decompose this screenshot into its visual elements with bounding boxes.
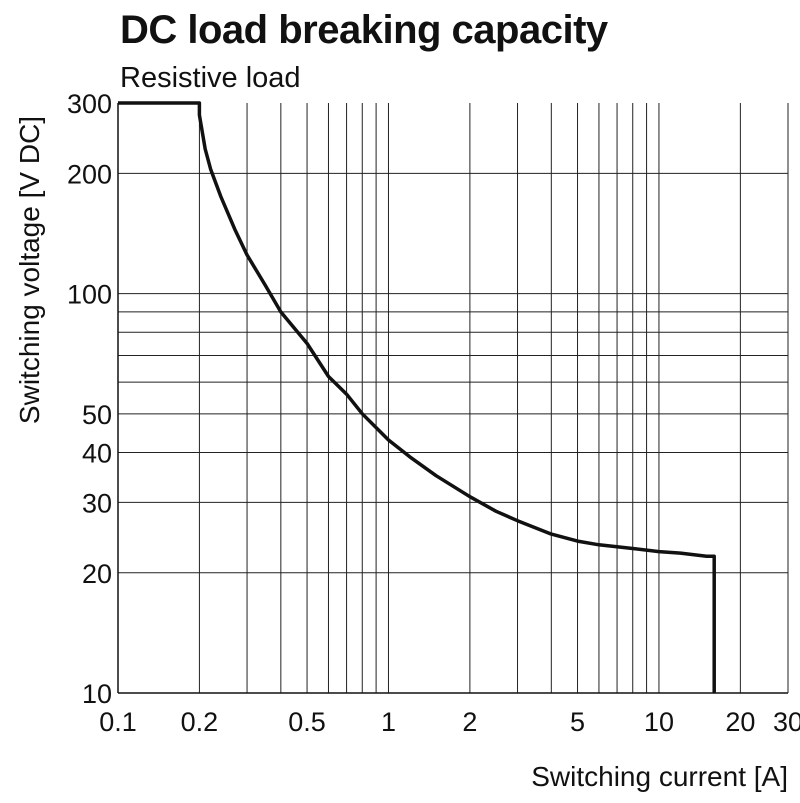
y-tick-label: 20 bbox=[82, 559, 112, 589]
chart-subtitle: Resistive load bbox=[120, 62, 301, 94]
x-tick-label: 2 bbox=[462, 707, 477, 737]
grid bbox=[118, 103, 789, 693]
x-axis-label: Switching current [A] bbox=[531, 761, 788, 792]
y-tick-label: 50 bbox=[82, 400, 112, 430]
x-tick-label: 0.1 bbox=[99, 707, 137, 737]
x-tick-label: 10 bbox=[644, 707, 674, 737]
series-line bbox=[118, 101, 716, 693]
x-tick-label: 0.2 bbox=[181, 707, 219, 737]
y-tick-labels: 10 20 30 40 50 100 200 300 bbox=[67, 89, 112, 709]
y-tick-label: 40 bbox=[82, 439, 112, 469]
y-tick-label: 30 bbox=[82, 488, 112, 518]
series-curve-group bbox=[118, 101, 716, 693]
x-tick-label: 20 bbox=[725, 707, 755, 737]
x-tick-label: 30 bbox=[773, 707, 800, 737]
y-tick-label: 10 bbox=[82, 679, 112, 709]
y-tick-label: 200 bbox=[67, 159, 112, 189]
x-tick-label: 5 bbox=[570, 707, 585, 737]
x-tick-label: 1 bbox=[381, 707, 396, 737]
chart-title: DC load breaking capacity bbox=[120, 8, 608, 52]
y-tick-label: 300 bbox=[67, 89, 112, 119]
y-tick-label: 100 bbox=[67, 280, 112, 310]
plot-frame bbox=[117, 103, 788, 694]
x-tick-labels: 0.1 0.2 0.5 1 2 5 10 20 30 bbox=[99, 707, 800, 737]
x-tick-label: 0.5 bbox=[288, 707, 326, 737]
